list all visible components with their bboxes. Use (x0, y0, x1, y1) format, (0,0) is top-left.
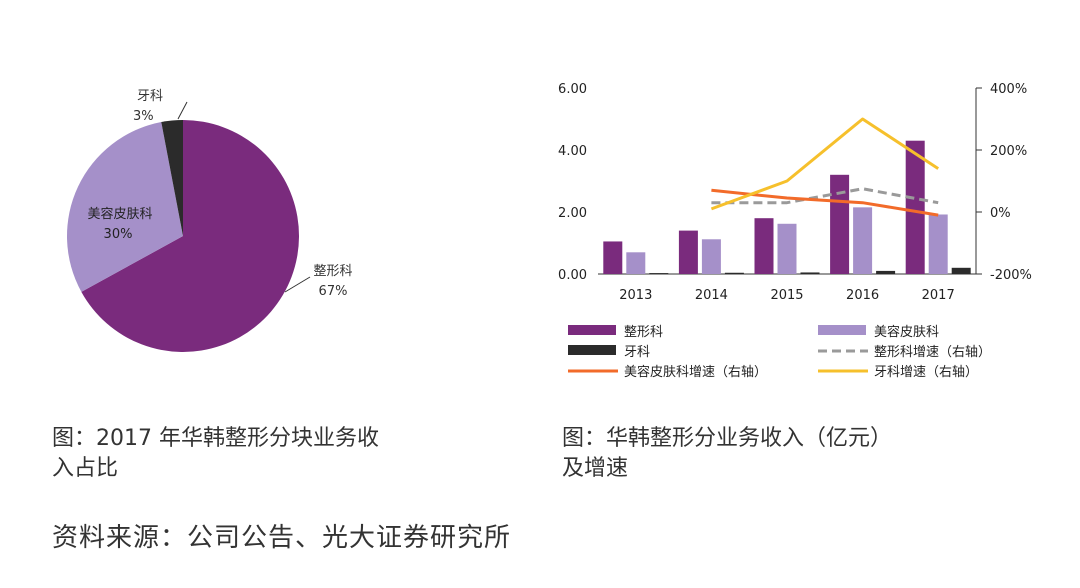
x-tick-label: 2014 (695, 288, 728, 303)
left-caption-line2: 入占比 (52, 456, 119, 481)
x-tick-label: 2016 (846, 288, 879, 303)
growth-line-dental (710, 117, 940, 211)
pie-slice-skin (67, 122, 183, 292)
x-tick-label: 2013 (619, 288, 652, 303)
right-caption-line1: 图：华韩整形分业务收入（亿元） (562, 426, 893, 451)
pie-label-skin-pct: 30% (104, 227, 133, 242)
y2-tick-label: -200% (990, 268, 1032, 283)
y2-tick-label: 400% (990, 82, 1027, 97)
bar-dental-2016 (876, 270, 896, 274)
bar-skin-2014 (701, 239, 721, 274)
bar-dental-2015 (800, 272, 820, 274)
bar-plastic-2016 (830, 174, 850, 274)
right-caption: 图：华韩整形分业务收入（亿元） 及增速 (562, 424, 892, 484)
bar-skin-2016 (853, 207, 873, 274)
source-note: 资料来源：公司公告、光大证券研究所 (52, 523, 512, 553)
pie-label-plastic-pct: 67% (319, 284, 348, 299)
legend-label: 整形科 (624, 325, 663, 340)
pie-leader-line-plastic (284, 276, 311, 293)
bar-dental-2014 (724, 272, 744, 274)
bar-dental-2017 (951, 267, 971, 274)
bar-skin-2015 (777, 223, 797, 274)
pie-slice-plastic (81, 120, 300, 352)
legend-label: 牙科增速（右轴） (874, 365, 978, 380)
pie-slice-dental (161, 120, 183, 236)
legend-label: 美容皮肤科增速（右轴） (624, 364, 767, 380)
bar-skin-2017 (928, 214, 948, 274)
left-caption: 图：2017 年华韩整形分块业务收 入占比 (52, 424, 379, 484)
y2-tick-label: 0% (990, 206, 1011, 221)
y2-tick-label: 200% (990, 144, 1027, 159)
bar-skin-2013 (626, 252, 646, 274)
bar-dental-2013 (649, 273, 669, 274)
legend-label: 整形科增速（右轴） (874, 345, 991, 360)
pie-label-dental-pct: 3% (133, 109, 154, 124)
legend-swatch (568, 345, 616, 355)
bar-plastic-2014 (678, 230, 698, 274)
left-caption-line1: 图：2017 年华韩整形分块业务收 (52, 426, 379, 451)
bar-plastic-2013 (603, 241, 623, 274)
legend-label: 美容皮肤科 (874, 324, 939, 340)
x-tick-label: 2015 (770, 288, 803, 303)
pie-chart: 牙科 3% 美容皮肤科 30% 整形科 67% (67, 89, 353, 352)
bar-plastic-2015 (754, 218, 774, 274)
y-tick-label: 4.00 (558, 144, 587, 159)
right-caption-line2: 及增速 (562, 456, 629, 481)
revenue-growth-chart: 0.00 2.00 4.00 6.00 -200% 0% 200% 400% 2013 201… (558, 82, 1032, 380)
y-tick-label: 0.00 (558, 268, 587, 283)
growth-line-plastic (711, 187, 939, 205)
pie-label-plastic-name: 整形科 (313, 264, 352, 279)
legend-swatch (818, 325, 866, 335)
pie-label-skin-name: 美容皮肤科 (87, 206, 152, 222)
legend-swatch (568, 325, 616, 335)
y-tick-label: 2.00 (558, 206, 587, 221)
bar-plastic-2017 (905, 140, 925, 274)
legend-label: 牙科 (624, 345, 650, 360)
pie-leader-line-dental (177, 101, 188, 120)
pie-label-dental-name: 牙科 (137, 89, 163, 104)
y-tick-label: 6.00 (558, 82, 587, 97)
x-tick-label: 2017 (922, 288, 955, 303)
